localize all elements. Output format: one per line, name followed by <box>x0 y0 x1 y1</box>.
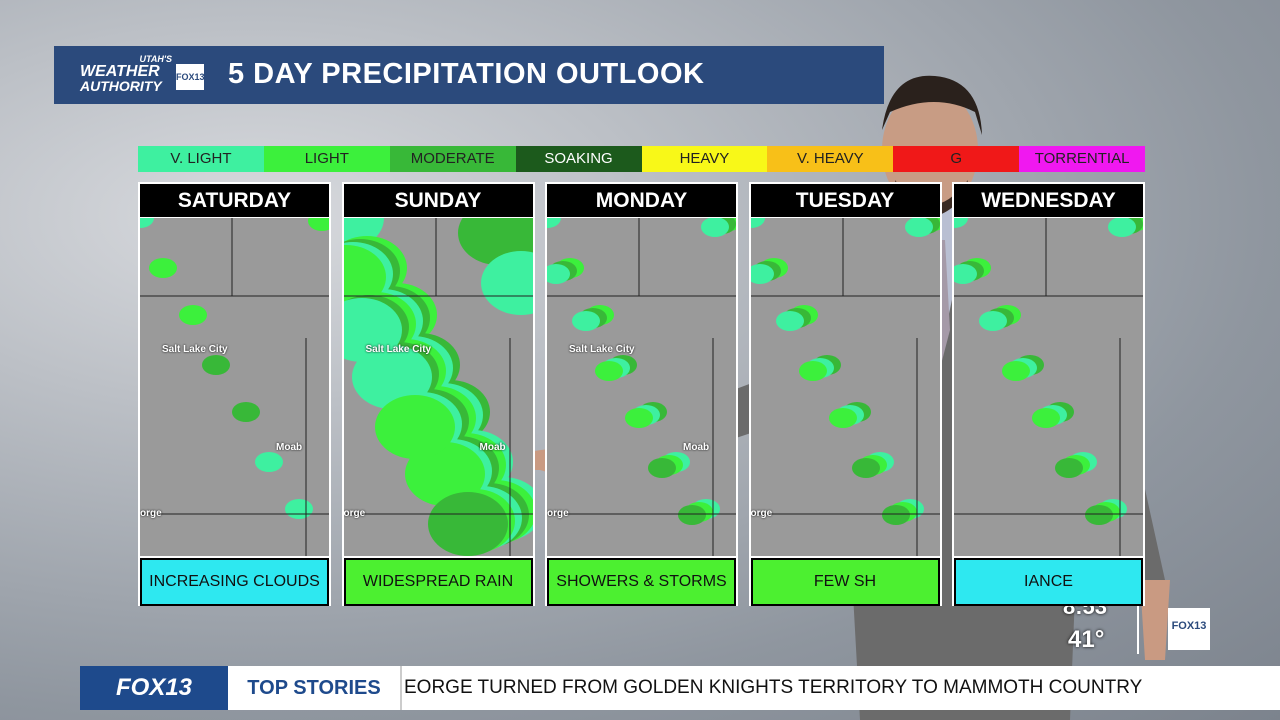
day-panel: SUNDAY Salt Lake City Moab orge WIDESPREAD R… <box>341 182 535 606</box>
place-label: orge <box>140 508 162 519</box>
divider <box>1137 596 1139 654</box>
map: Salt Lake City Moab orge <box>343 218 533 556</box>
temperature: 41° <box>1068 626 1105 653</box>
day-name: SUNDAY <box>343 184 533 217</box>
place-label: orge <box>343 508 366 519</box>
place-label: Salt Lake City <box>162 344 228 355</box>
place-label: Moab <box>479 442 506 453</box>
logo: UTAH'S WEATHER AUTHORITY FOX13 <box>80 54 205 96</box>
legend-item: SOAKING <box>515 146 642 172</box>
place-label: orge <box>750 508 773 519</box>
logo-line: UTAH'S <box>139 54 172 64</box>
legend-item: LIGHT <box>263 146 390 172</box>
map: orge <box>750 218 940 556</box>
map: Salt Lake City Moab orge <box>547 218 736 556</box>
ticker: FOX13 TOP STORIES EORGE TURNED FROM GOLD… <box>80 666 1280 710</box>
day-panel: SATURDAY Salt Lake City Moab orge INCREASING… <box>138 182 331 606</box>
map-art <box>547 218 736 556</box>
legend-item: HEAVY <box>641 146 768 172</box>
day-name: SATURDAY <box>140 184 329 217</box>
station-badge: FOX13 <box>1168 608 1210 650</box>
map-art <box>140 218 329 556</box>
place-label: Moab <box>276 442 303 453</box>
ticker-section: TOP STORIES <box>228 666 402 710</box>
day-panel: TUESDAY orge FEW SH <box>748 182 942 606</box>
day-panel: WEDNESDAY IANCE <box>952 182 1145 606</box>
map-art <box>750 218 940 556</box>
ticker-headline: EORGE TURNED FROM GOLDEN KNIGHTS TERRITO… <box>404 677 1143 698</box>
day-name: MONDAY <box>547 184 736 217</box>
day-caption: INCREASING CLOUDS <box>140 558 329 606</box>
map <box>954 218 1143 556</box>
legend-item: TORRENTIAL <box>1019 146 1145 172</box>
legend-item: MODERATE <box>389 146 516 172</box>
day-caption: SHOWERS & STORMS <box>547 558 736 606</box>
map: Salt Lake City Moab orge <box>140 218 329 556</box>
place-label: Salt Lake City <box>569 344 635 355</box>
day-name: WEDNESDAY <box>954 184 1143 217</box>
ticker-brand: FOX13 <box>80 666 228 710</box>
day-panel: MONDAY Salt Lake City Moab orge SHOWERS & ST… <box>545 182 738 606</box>
map-art <box>343 218 533 556</box>
day-caption: FEW SH <box>750 558 940 606</box>
day-name: TUESDAY <box>750 184 940 217</box>
legend-item: V. HEAVY <box>767 146 894 172</box>
place-label: orge <box>547 508 569 519</box>
place-label: Moab <box>683 442 710 453</box>
title: 5 DAY PRECIPITATION OUTLOOK <box>228 58 705 90</box>
map-art <box>954 218 1143 556</box>
day-caption: WIDESPREAD RAIN <box>343 558 533 606</box>
logo-line: AUTHORITY <box>80 78 162 94</box>
place-label: Salt Lake City <box>365 344 432 355</box>
legend-item: V. LIGHT <box>138 146 264 172</box>
legend-item: G <box>893 146 1020 172</box>
day-caption: IANCE <box>954 558 1143 606</box>
logo-line: WEATHER <box>80 63 160 80</box>
logo-badge: FOX13 <box>176 64 205 90</box>
